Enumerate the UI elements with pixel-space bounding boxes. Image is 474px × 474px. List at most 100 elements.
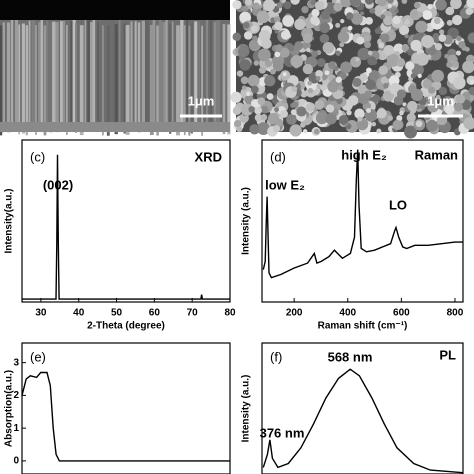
sem-grain bbox=[236, 126, 243, 133]
annotation: (002) bbox=[43, 177, 73, 192]
sem-column bbox=[84, 20, 87, 131]
sem-column bbox=[158, 19, 162, 130]
sem-column bbox=[215, 20, 218, 131]
sem-grain bbox=[302, 129, 308, 134]
plot-frame bbox=[261, 342, 464, 474]
sem-grain bbox=[465, 7, 473, 16]
sem-column bbox=[114, 24, 118, 135]
sem-cross-section: 1μm bbox=[0, 0, 231, 136]
sem-grain bbox=[249, 124, 260, 135]
sem-grain bbox=[399, 110, 404, 116]
sem-grain bbox=[244, 0, 253, 6]
sem-column bbox=[198, 21, 201, 132]
sem-grain bbox=[320, 84, 327, 91]
sem-column bbox=[110, 19, 113, 130]
sem-grain bbox=[274, 51, 281, 58]
sem-grain bbox=[446, 61, 453, 68]
sem-grain bbox=[290, 0, 300, 5]
sem-grain bbox=[364, 90, 373, 99]
sem-grain bbox=[387, 115, 394, 121]
sem-grain bbox=[302, 63, 314, 75]
sem-grain bbox=[243, 31, 253, 40]
annotation: 376 nm bbox=[260, 425, 305, 440]
sem-grain bbox=[363, 41, 372, 49]
sem-grain bbox=[347, 95, 359, 106]
sem-grain bbox=[257, 48, 271, 62]
sem-grain bbox=[357, 116, 363, 122]
sem-grain bbox=[446, 19, 453, 26]
sem-grain bbox=[349, 0, 361, 7]
sem-grain bbox=[387, 3, 392, 9]
sem-column bbox=[217, 18, 221, 129]
sem-grain bbox=[422, 10, 433, 20]
sem-grain bbox=[274, 107, 280, 113]
sem-column bbox=[149, 24, 154, 135]
sem-grain bbox=[314, 99, 325, 110]
sem-grain bbox=[365, 79, 376, 91]
sem-grain bbox=[333, 2, 343, 12]
sem-grain bbox=[376, 108, 387, 119]
sem-grain bbox=[396, 58, 406, 68]
sem-grain bbox=[253, 60, 260, 66]
sem-grain bbox=[340, 19, 345, 24]
sem-grain bbox=[315, 111, 329, 125]
sem-grain bbox=[233, 119, 242, 128]
sem-grain bbox=[413, 1, 421, 9]
sem-grain bbox=[240, 103, 254, 116]
sem-grain bbox=[263, 0, 276, 12]
sem-grain bbox=[402, 102, 407, 107]
sem-grain bbox=[282, 98, 287, 104]
sem-grain bbox=[311, 8, 320, 17]
sem-grain bbox=[356, 36, 365, 45]
sem-grain bbox=[455, 50, 461, 56]
annotation: (e) bbox=[30, 349, 46, 364]
sem-grain bbox=[272, 60, 284, 72]
sem-grain bbox=[291, 86, 298, 92]
sem-column bbox=[52, 21, 56, 132]
sem-grain bbox=[294, 41, 304, 51]
sem-grain bbox=[335, 76, 342, 83]
sem-grain bbox=[310, 15, 320, 25]
sem-grain bbox=[463, 116, 474, 130]
sem-column bbox=[60, 21, 64, 132]
sem-column bbox=[209, 18, 212, 129]
sem-grain bbox=[394, 9, 399, 14]
sem-grain bbox=[313, 128, 320, 135]
sem-grain bbox=[366, 67, 372, 74]
sem-grain bbox=[276, 2, 283, 9]
sem-grain bbox=[428, 86, 436, 94]
scale-bar-label: 1μm bbox=[188, 93, 215, 108]
sem-grain bbox=[396, 115, 403, 122]
sem-column bbox=[165, 18, 168, 129]
sem-grain bbox=[466, 0, 474, 9]
sem-grain bbox=[382, 90, 394, 102]
sem-grain bbox=[383, 15, 393, 26]
sem-grain bbox=[290, 109, 297, 116]
annotation: XRD bbox=[195, 149, 222, 164]
sem-grain bbox=[275, 44, 283, 52]
sem-grain bbox=[296, 106, 307, 117]
sem-grain bbox=[307, 87, 314, 94]
sem-column bbox=[102, 25, 104, 136]
sem-grain bbox=[456, 35, 462, 42]
sem-column bbox=[49, 22, 53, 133]
sem-column bbox=[0, 25, 3, 136]
sem-grain bbox=[378, 65, 388, 75]
sem-grain bbox=[241, 85, 247, 91]
sem-grain bbox=[347, 25, 353, 31]
sem-grain bbox=[450, 0, 462, 10]
sem-column bbox=[201, 25, 204, 136]
sem-grain bbox=[451, 14, 463, 26]
sem-grain bbox=[419, 104, 426, 110]
sem-grain bbox=[239, 59, 251, 71]
y-tick-label: 1 bbox=[13, 423, 19, 434]
sem-column bbox=[186, 18, 189, 129]
sem-grain bbox=[426, 119, 438, 132]
sem-grain bbox=[340, 0, 353, 8]
x-axis-label: 2-Theta (degree) bbox=[87, 321, 165, 332]
sem-grain bbox=[427, 3, 433, 10]
sem-grain bbox=[357, 47, 370, 61]
sem-grain bbox=[405, 61, 415, 71]
sem-grain bbox=[290, 55, 304, 68]
